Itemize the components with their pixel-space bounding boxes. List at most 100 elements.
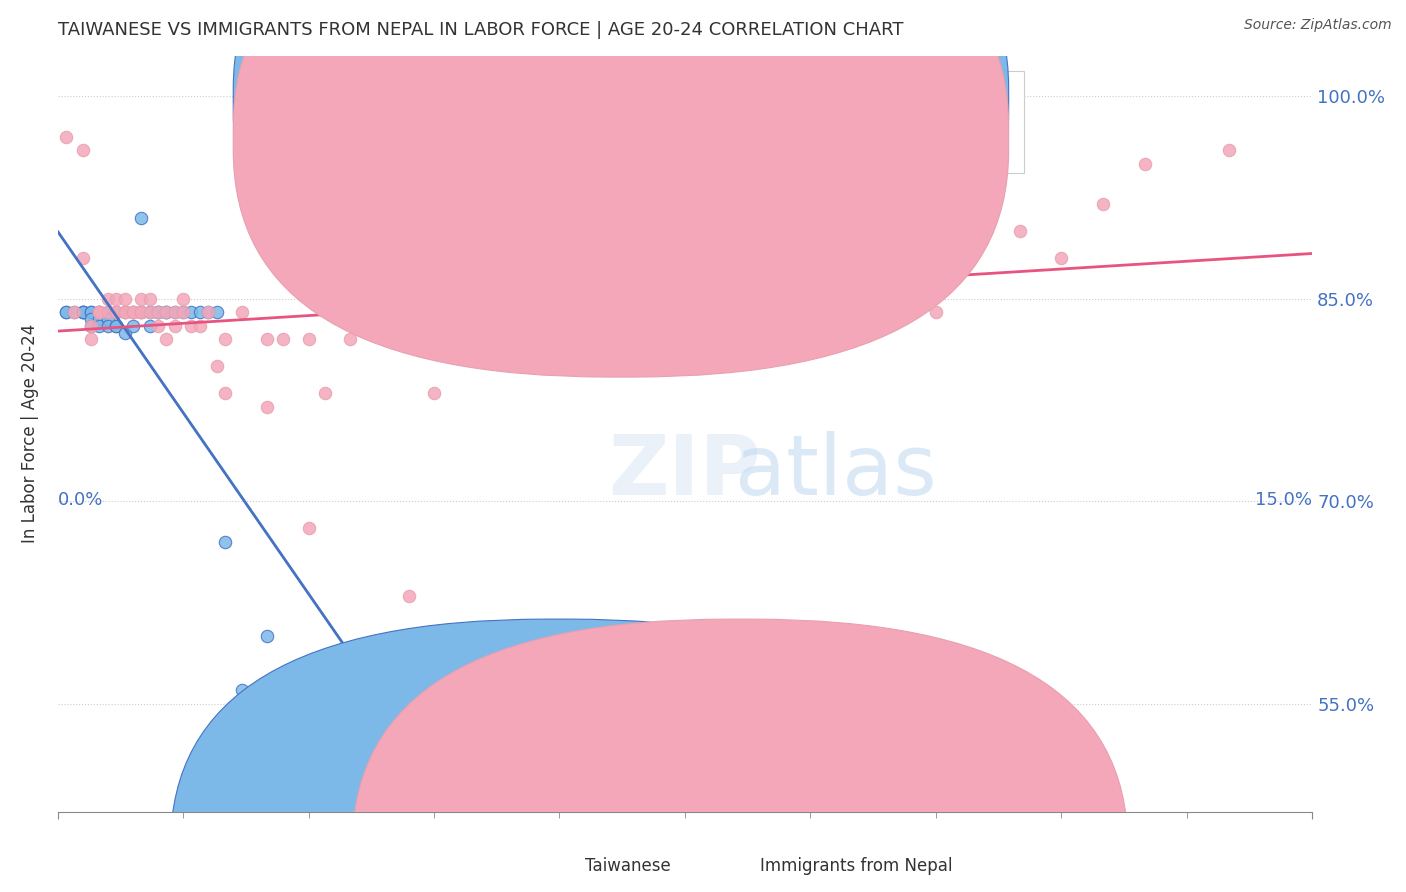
Point bbox=[339, 751, 361, 765]
Point bbox=[105, 292, 128, 306]
Point bbox=[138, 305, 160, 319]
Point bbox=[214, 332, 236, 346]
Point bbox=[339, 332, 361, 346]
Point bbox=[565, 305, 588, 319]
Y-axis label: In Labor Force | Age 20-24: In Labor Force | Age 20-24 bbox=[21, 324, 39, 543]
Point bbox=[72, 305, 94, 319]
Point bbox=[231, 305, 253, 319]
Point bbox=[180, 318, 202, 333]
Point bbox=[163, 318, 186, 333]
FancyBboxPatch shape bbox=[585, 70, 1024, 173]
FancyBboxPatch shape bbox=[353, 619, 1128, 892]
Point bbox=[256, 400, 278, 414]
Point bbox=[80, 318, 103, 333]
Point bbox=[89, 305, 111, 319]
Point bbox=[155, 305, 177, 319]
Point bbox=[364, 305, 387, 319]
Text: TAIWANESE VS IMMIGRANTS FROM NEPAL IN LABOR FORCE | AGE 20-24 CORRELATION CHART: TAIWANESE VS IMMIGRANTS FROM NEPAL IN LA… bbox=[58, 21, 903, 39]
Point bbox=[197, 305, 219, 319]
Point bbox=[80, 332, 103, 346]
Point bbox=[314, 386, 336, 401]
Point bbox=[1092, 197, 1115, 211]
Text: ZIP: ZIP bbox=[609, 431, 761, 512]
Point bbox=[89, 318, 111, 333]
Point bbox=[72, 305, 94, 319]
Point bbox=[97, 292, 120, 306]
Point bbox=[197, 305, 219, 319]
Point bbox=[121, 305, 143, 319]
Point bbox=[121, 305, 143, 319]
Point bbox=[138, 292, 160, 306]
Point bbox=[146, 318, 169, 333]
Point bbox=[506, 332, 529, 346]
Point bbox=[114, 305, 136, 319]
Point bbox=[105, 318, 128, 333]
Point bbox=[114, 326, 136, 340]
Text: 15.0%: 15.0% bbox=[1256, 491, 1312, 508]
Text: Immigrants from Nepal: Immigrants from Nepal bbox=[761, 857, 953, 875]
Point bbox=[89, 312, 111, 326]
Point bbox=[188, 318, 211, 333]
Point bbox=[155, 305, 177, 319]
Point bbox=[256, 332, 278, 346]
Point bbox=[1050, 252, 1073, 266]
Point bbox=[114, 292, 136, 306]
Point bbox=[966, 224, 988, 238]
Point bbox=[72, 252, 94, 266]
Point bbox=[97, 305, 120, 319]
Point bbox=[1008, 224, 1031, 238]
Point bbox=[89, 305, 111, 319]
Point bbox=[105, 305, 128, 319]
Text: 0.395: 0.395 bbox=[697, 126, 751, 145]
Point bbox=[105, 318, 128, 333]
Point bbox=[129, 305, 152, 319]
Point bbox=[55, 305, 77, 319]
Point bbox=[297, 521, 319, 535]
Point bbox=[138, 305, 160, 319]
Point bbox=[146, 305, 169, 319]
Point bbox=[297, 332, 319, 346]
Point bbox=[105, 305, 128, 319]
Point bbox=[673, 305, 696, 319]
Text: R =: R = bbox=[634, 126, 671, 145]
Text: Source: ZipAtlas.com: Source: ZipAtlas.com bbox=[1244, 18, 1392, 32]
Point bbox=[72, 305, 94, 319]
Point bbox=[63, 305, 86, 319]
Point bbox=[214, 386, 236, 401]
Point bbox=[155, 332, 177, 346]
Point bbox=[89, 305, 111, 319]
Point bbox=[423, 386, 446, 401]
Point bbox=[121, 305, 143, 319]
Point bbox=[121, 318, 143, 333]
Point bbox=[97, 312, 120, 326]
Point bbox=[146, 305, 169, 319]
Point bbox=[80, 305, 103, 319]
Point bbox=[89, 305, 111, 319]
Point bbox=[172, 305, 194, 319]
Point bbox=[55, 305, 77, 319]
Point bbox=[925, 305, 948, 319]
Point bbox=[172, 305, 194, 319]
Point bbox=[97, 318, 120, 333]
Point bbox=[72, 143, 94, 157]
Point bbox=[63, 305, 86, 319]
Point bbox=[548, 305, 571, 319]
Point bbox=[841, 305, 863, 319]
Point bbox=[121, 305, 143, 319]
Point bbox=[163, 305, 186, 319]
Point bbox=[80, 312, 103, 326]
Point bbox=[80, 318, 103, 333]
Text: N =: N = bbox=[835, 88, 872, 106]
Point bbox=[758, 292, 780, 306]
Point bbox=[631, 305, 654, 319]
Text: 0.0%: 0.0% bbox=[58, 491, 103, 508]
Point bbox=[114, 305, 136, 319]
Point bbox=[129, 305, 152, 319]
Point bbox=[155, 305, 177, 319]
Point bbox=[273, 332, 295, 346]
Point bbox=[1218, 143, 1240, 157]
Point bbox=[146, 305, 169, 319]
Point bbox=[188, 305, 211, 319]
Point bbox=[129, 211, 152, 225]
Point bbox=[114, 305, 136, 319]
